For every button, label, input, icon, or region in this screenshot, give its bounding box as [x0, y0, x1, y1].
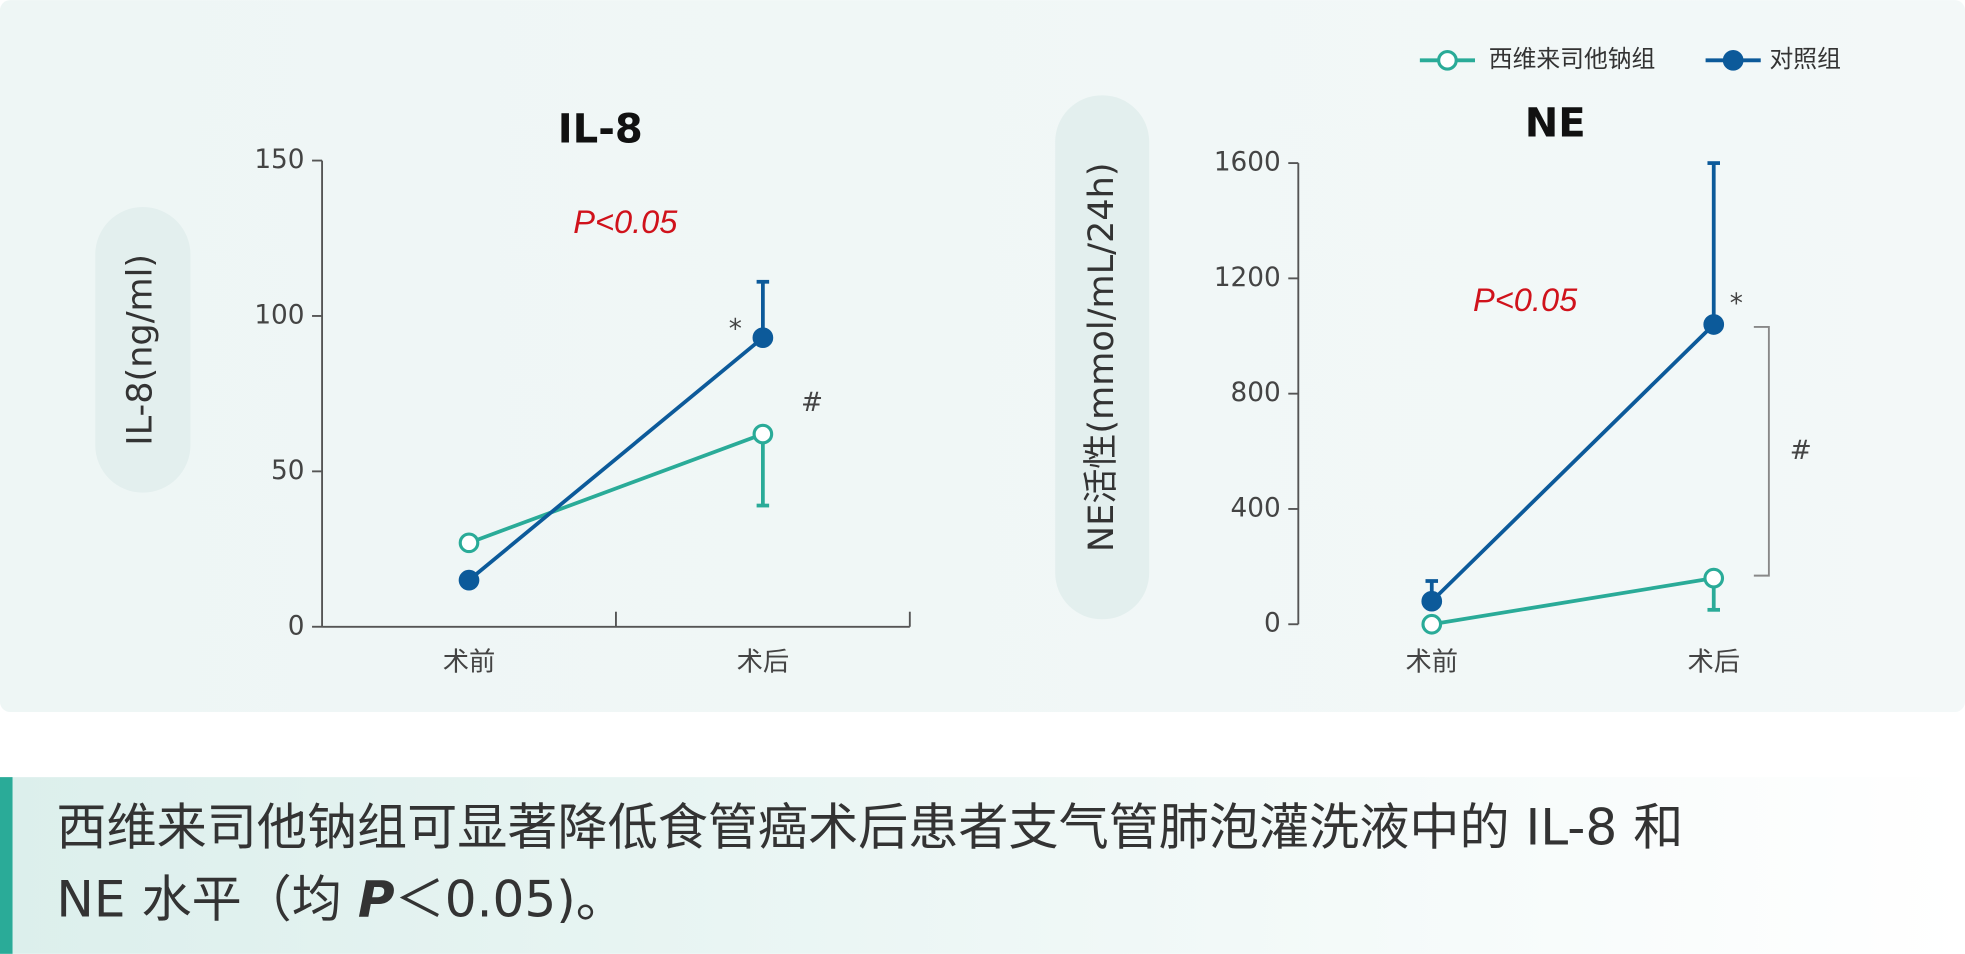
p-value: P<0.05 [1473, 282, 1578, 318]
caption-bar [0, 777, 13, 954]
series-line [1431, 576, 1715, 627]
x-tick-label: 术前 [443, 648, 496, 678]
data-point [1421, 590, 1443, 612]
y-tick-label: 50 [271, 456, 304, 486]
y-tick-label: 0 [1264, 609, 1281, 639]
legend-marker [1722, 49, 1744, 71]
data-point [1703, 314, 1725, 335]
legend-label: 西维来司他钠组 [1489, 45, 1656, 73]
caption-text: ＜0.05)。 [395, 869, 626, 928]
data-point [1421, 613, 1443, 635]
data-point [458, 532, 480, 554]
y-tick-label: 1200 [1214, 263, 1281, 293]
x-tick-label: 术前 [1405, 648, 1458, 678]
y-tick-label: 150 [254, 145, 304, 175]
data-point [1703, 567, 1725, 589]
y-tick-label: 800 [1231, 378, 1281, 408]
ylabel-pill [95, 206, 191, 493]
series-line [1430, 323, 1716, 603]
hash-mark: # [801, 388, 823, 418]
x-tick-label: 术后 [1687, 648, 1740, 678]
bracket [1753, 326, 1770, 577]
y-axis-label: NE活性(mmol/mL/24h) [1081, 162, 1122, 552]
series-line [468, 432, 764, 545]
caption-text: NE 水平（均 [56, 869, 357, 928]
y-axis-label: IL-8(ng/ml) [120, 254, 161, 446]
hash-mark: # [1790, 436, 1812, 466]
chart-title: NE [1525, 100, 1586, 146]
caption-line: NE 水平（均 P＜0.05)。 [56, 869, 626, 928]
p-value: P<0.05 [573, 204, 678, 240]
y-tick-label: 100 [254, 300, 304, 330]
ylabel-pill [1055, 95, 1150, 620]
data-point [752, 423, 774, 445]
y-tick-label: 400 [1231, 493, 1281, 523]
caption-band [0, 777, 1965, 954]
x-tick-label: 术后 [737, 648, 790, 678]
star-mark: * [1730, 289, 1743, 319]
y-tick-label: 0 [288, 611, 305, 641]
star-mark: * [729, 315, 742, 345]
y-tick-label: 1600 [1214, 148, 1281, 178]
legend-label: 对照组 [1770, 45, 1841, 73]
chart-title: IL-8 [558, 107, 643, 153]
series-line [467, 336, 765, 582]
panel [0, 0, 1965, 712]
caption-p: P [358, 869, 395, 928]
legend-marker [1437, 49, 1458, 71]
data-point [752, 327, 774, 349]
data-point [458, 569, 480, 591]
caption-line: 西维来司他钠组可显著降低食管癌术后患者支气管肺泡灌洗液中的 IL-8 和 [56, 798, 1683, 857]
